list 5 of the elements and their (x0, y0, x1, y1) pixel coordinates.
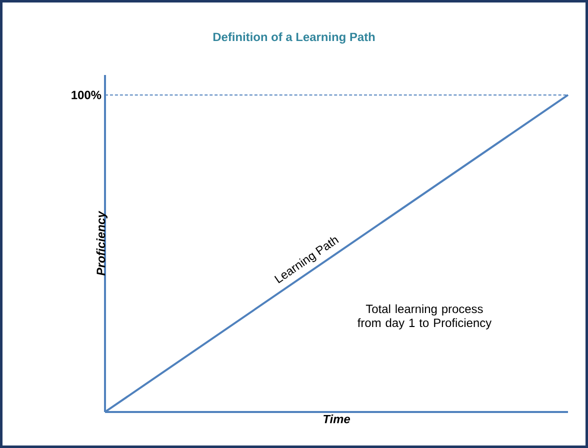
chart-title: Definition of a Learning Path (213, 32, 375, 44)
annotation: Total learning process from day 1 to Proficiency (358, 304, 492, 330)
x-axis-title: Time (324, 414, 350, 424)
ref-line-label: 100% (72, 90, 102, 100)
y-axis-title: Proficiency (96, 210, 108, 276)
